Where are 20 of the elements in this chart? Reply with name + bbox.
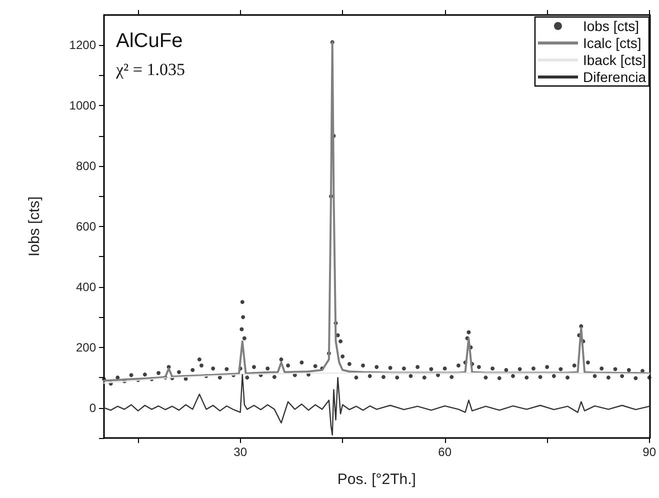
y-tick-label: 600 [76, 220, 96, 234]
x-tick-label: 30 [234, 445, 248, 459]
y-tick-label: 1200 [69, 38, 96, 52]
x-tick-label: 90 [642, 445, 656, 459]
x-axis-title: Pos. [°2Th.] [337, 471, 416, 488]
legend-label: Icalc [cts] [582, 35, 642, 51]
annotation: AlCuFe [116, 30, 183, 52]
line-series [103, 374, 650, 436]
y-tick-label: 1000 [69, 98, 96, 113]
y-tick-label: 200 [76, 340, 96, 354]
y-axis-title: Iobs [cts] [26, 196, 43, 257]
y-tick-label: 0 [89, 400, 96, 415]
y-tick-label: 800 [76, 159, 96, 174]
annotation: χ² = 1.035 [115, 60, 185, 79]
legend-label: Diferencia [582, 69, 646, 85]
x-tick-label: 60 [438, 445, 452, 459]
line-series [103, 372, 650, 384]
legend-label: Iobs [cts] [582, 18, 640, 34]
y-tick-label: 400 [76, 280, 96, 294]
legend-label: Iback [cts] [582, 52, 646, 68]
